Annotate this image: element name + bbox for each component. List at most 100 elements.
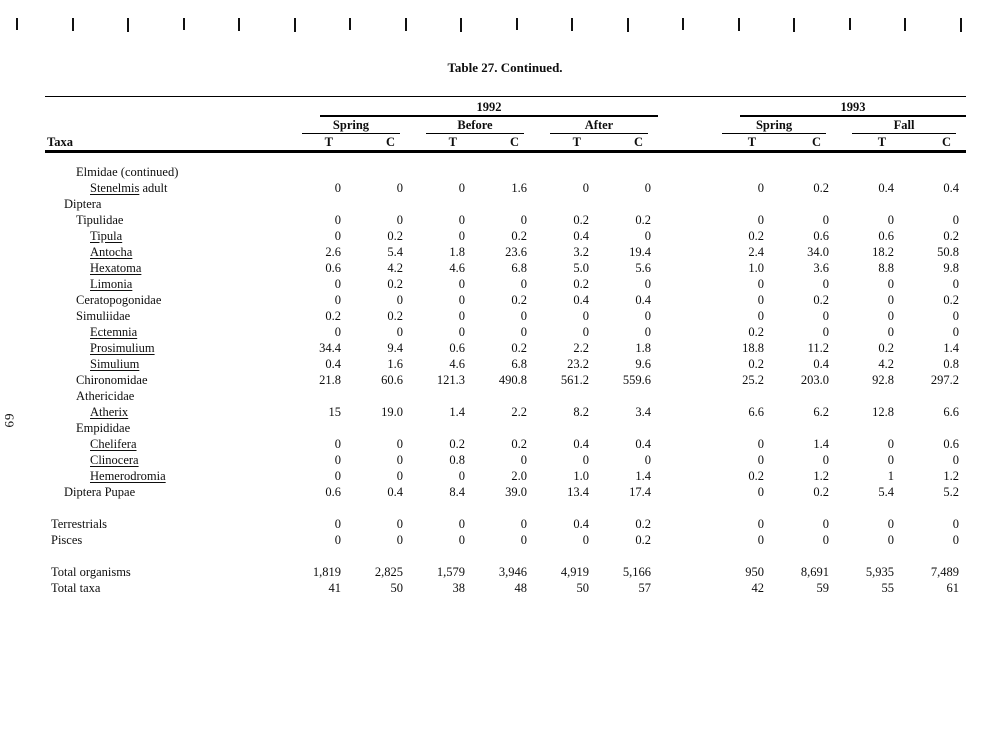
value-cell [596, 164, 658, 180]
value-cell [836, 164, 901, 180]
value-cell: 0 [644, 325, 652, 339]
binding-mark [238, 18, 240, 31]
taxa-cell: Diptera Pupae [45, 484, 286, 500]
table-row: Atherix 15 19.0 1.4 2.2 8.2 3.4 6.6 6.2 12.8 6.6 [45, 404, 966, 420]
value-cell: 5.4 [387, 245, 403, 259]
value-cell: 0 [520, 453, 527, 467]
value-cell: 1.0 [573, 469, 589, 483]
value-cell: 490.8 [498, 373, 527, 387]
value-cell: 0 [334, 293, 341, 307]
value-cell [836, 420, 901, 436]
value-cell: 0.8 [449, 453, 465, 467]
tc-header: C [771, 134, 837, 153]
value-cell: 0 [887, 453, 895, 467]
value-cell: 3.6 [813, 261, 830, 275]
value-cell: 0 [757, 485, 765, 499]
taxa-name: Atherix [90, 405, 129, 419]
binding-mark [404, 18, 407, 31]
value-cell: 0 [458, 181, 465, 195]
taxa-cell: Tipulidae [45, 212, 286, 228]
value-cell: 1.4 [813, 437, 830, 451]
value-cell: 0 [757, 181, 765, 195]
value-cell: 0.6 [813, 229, 830, 243]
value-cell: 0.2 [635, 213, 652, 227]
taxa-cell: Prosimulium [45, 340, 286, 356]
value-cell: 2.2 [573, 341, 589, 355]
taxa-name: Ectemnia [90, 325, 138, 339]
value-cell: 561.2 [560, 373, 589, 387]
value-cell: 1 [887, 469, 895, 483]
value-cell: 0.6 [325, 485, 341, 499]
season-header-1993-spring: Spring [706, 117, 836, 134]
value-cell: 50 [390, 581, 404, 595]
value-cell: 42 [751, 581, 765, 595]
value-cell: 0 [520, 277, 527, 291]
value-cell [901, 164, 966, 180]
value-cell: 0 [334, 181, 341, 195]
value-cell: 5.4 [878, 485, 895, 499]
taxa-cell: Antocha [45, 244, 286, 260]
value-cell [472, 196, 534, 212]
table-row: Hemerodromia 0 0 0 2.0 1.0 1.4 0.2 1.2 1 1.2 [45, 468, 966, 484]
table-row: Clinocera 0 0 0.8 0 0 0 0 0 0 0 [45, 452, 966, 468]
value-cell: 17.4 [629, 485, 652, 499]
value-cell: 0.6 [325, 261, 341, 275]
value-cell: 0 [822, 213, 830, 227]
value-cell: 0 [952, 309, 960, 323]
taxa-cell: Ectemnia [45, 324, 286, 340]
value-cell: 0 [334, 453, 341, 467]
taxa-name: Simulium [90, 357, 140, 371]
value-cell [596, 196, 658, 212]
taxa-cell: Empididae [45, 420, 286, 436]
taxa-name: Terrestrials [51, 517, 108, 531]
value-cell: 0 [396, 437, 403, 451]
value-cell: 0.2 [635, 517, 652, 531]
binding-mark [848, 18, 851, 30]
group-gap-cell [658, 324, 706, 340]
value-cell [771, 388, 836, 404]
taxa-cell: Chelifera [45, 436, 286, 452]
value-cell: 8.2 [573, 405, 589, 419]
value-cell: 92.8 [872, 373, 895, 387]
value-cell: 0 [822, 325, 830, 339]
value-cell: 0 [334, 517, 341, 531]
value-cell: 18.2 [872, 245, 895, 259]
value-cell: 559.6 [622, 373, 652, 387]
tc-header: T [706, 134, 772, 153]
value-cell: 0.2 [748, 357, 765, 371]
taxa-name: Prosimulium [90, 341, 155, 355]
group-gap-cell [658, 564, 706, 580]
value-cell [771, 420, 836, 436]
value-cell: 0 [520, 325, 527, 339]
value-cell: 0.2 [511, 437, 527, 451]
group-gap-cell [658, 420, 706, 436]
value-cell: 12.8 [872, 405, 895, 419]
value-cell: 0 [396, 453, 403, 467]
value-cell: 0 [334, 229, 341, 243]
taxa-name: Clinocera [90, 453, 139, 467]
value-cell: 3,946 [498, 565, 527, 579]
value-cell: 0.2 [387, 309, 403, 323]
value-cell: 0.2 [813, 293, 830, 307]
value-cell: 21.8 [319, 373, 341, 387]
year-header-spacer [45, 96, 286, 117]
group-gap-cell [658, 180, 706, 196]
value-cell: 4.6 [449, 357, 465, 371]
taxa-cell: Stenelmis adult [45, 180, 286, 196]
group-gap-cell [658, 340, 706, 356]
value-cell: 1.6 [387, 357, 403, 371]
taxa-name: Chironomidae [76, 373, 148, 387]
table-title: Table 27. Continued. [447, 60, 563, 75]
spacer-cell [45, 548, 966, 564]
group-gap-cell [658, 532, 706, 548]
value-cell [348, 164, 410, 180]
value-cell: 0 [887, 277, 895, 291]
taxa-column-header: Taxa [45, 134, 286, 153]
value-cell [286, 196, 348, 212]
table-row: Limonia 0 0.2 0 0 0.2 0 0 0 0 0 [45, 276, 966, 292]
value-cell: 8,691 [800, 565, 830, 579]
value-cell: 0 [822, 277, 830, 291]
group-gap-cell [658, 452, 706, 468]
value-cell: 2.2 [511, 405, 527, 419]
value-cell [706, 164, 771, 180]
